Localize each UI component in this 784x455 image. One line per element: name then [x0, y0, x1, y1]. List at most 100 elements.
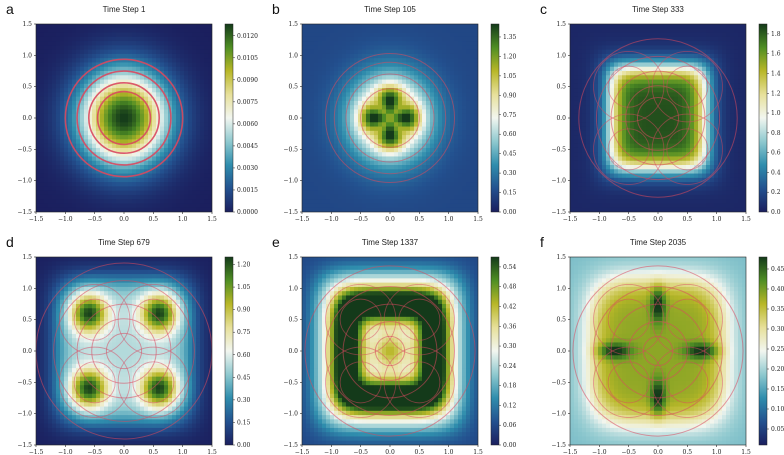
heatmap-cell: [394, 83, 399, 89]
heatmap-cell: [116, 165, 121, 170]
heatmap-cell: [346, 207, 351, 212]
heatmap-cell: [314, 75, 319, 81]
heatmap-cell: [394, 113, 399, 119]
heatmap-cell: [354, 139, 359, 145]
heatmap-cell: [614, 92, 619, 98]
y-tick-label: −1.0: [17, 178, 32, 185]
heatmap-cell: [406, 203, 411, 209]
heatmap-cell: [302, 165, 307, 170]
heatmap-cell: [192, 207, 197, 212]
heatmap-cell: [302, 88, 307, 93]
heatmap-cell: [374, 75, 379, 81]
heatmap-cell: [188, 130, 193, 136]
heatmap-cell: [582, 49, 587, 55]
heatmap-cell: [462, 92, 467, 98]
heatmap-cell: [192, 203, 197, 209]
heatmap-cell: [626, 135, 631, 140]
heatmap-cell: [406, 139, 411, 145]
heatmap-cell: [446, 173, 451, 179]
heatmap-cell: [438, 79, 443, 85]
heatmap-cell: [36, 24, 41, 29]
heatmap-cell: [334, 24, 339, 29]
heatmap-cell: [434, 173, 439, 179]
heatmap-cell: [108, 32, 113, 38]
heatmap-cell: [108, 194, 113, 200]
heatmap-cell: [334, 194, 339, 200]
heatmap-cell: [434, 49, 439, 55]
heatmap-cell: [40, 105, 45, 111]
heatmap-cell: [654, 143, 659, 149]
heatmap-cell: [354, 83, 359, 89]
heatmap-cell: [188, 203, 193, 209]
heatmap-cell: [394, 100, 399, 106]
heatmap-cell: [638, 199, 643, 205]
heatmap-cell: [470, 177, 475, 183]
heatmap-cell: [68, 143, 73, 149]
heatmap-cell: [634, 186, 639, 192]
heatmap-cell: [418, 105, 423, 111]
heatmap-cell: [374, 28, 379, 34]
heatmap-cell: [574, 147, 579, 153]
heatmap-cell: [398, 190, 403, 196]
heatmap-cell: [176, 160, 181, 166]
heatmap-cell: [196, 186, 201, 192]
heatmap-cell: [414, 41, 419, 46]
heatmap-cell: [64, 207, 69, 212]
heatmap-cell: [76, 96, 81, 102]
heatmap-cell: [594, 83, 599, 89]
heatmap-cell: [594, 100, 599, 106]
heatmap-cell: [382, 79, 387, 85]
colorbar-tick-label: 0.60: [503, 131, 517, 138]
heatmap-cell: [606, 36, 611, 42]
heatmap-cell: [570, 203, 575, 209]
heatmap-cell: [140, 130, 145, 136]
heatmap-cell: [200, 186, 205, 192]
heatmap-cell: [418, 62, 423, 68]
heatmap-cell: [434, 156, 439, 162]
heatmap-cell: [156, 49, 161, 55]
heatmap-cell: [610, 62, 615, 68]
heatmap-cell: [346, 186, 351, 192]
heatmap-cell: [418, 130, 423, 136]
heatmap-cell: [128, 58, 133, 64]
heatmap-cell: [462, 24, 467, 29]
heatmap-cell: [394, 203, 399, 209]
heatmap-cell: [200, 113, 205, 119]
heatmap-cell: [100, 96, 105, 102]
heatmap-cell: [132, 194, 137, 200]
heatmap-cell: [602, 88, 607, 93]
heatmap-cell: [450, 190, 455, 196]
heatmap-cell: [100, 41, 105, 46]
heatmap-cell: [642, 88, 647, 93]
heatmap-cell: [302, 152, 307, 158]
heatmap-cell: [382, 152, 387, 158]
heatmap-cell: [458, 126, 463, 132]
heatmap-cell: [322, 45, 327, 51]
heatmap-cell: [192, 135, 197, 140]
heatmap-cell: [618, 147, 623, 153]
heatmap-cell: [598, 177, 603, 183]
heatmap-cell: [362, 118, 367, 123]
heatmap-cell: [36, 182, 41, 187]
heatmap-cell: [128, 190, 133, 196]
heatmap-cell: [200, 118, 205, 123]
heatmap-cell: [52, 118, 57, 123]
heatmap-cell: [108, 126, 113, 132]
heatmap-cell: [136, 45, 141, 51]
heatmap-cell: [414, 100, 419, 106]
heatmap-cell: [594, 105, 599, 111]
heatmap-cell: [590, 109, 595, 115]
heatmap-cell: [318, 130, 323, 136]
heatmap-cell: [362, 75, 367, 81]
heatmap-cell: [56, 207, 61, 212]
heatmap-cell: [148, 130, 153, 136]
heatmap-cell: [346, 96, 351, 102]
heatmap-cell: [654, 126, 659, 132]
heatmap-cell: [52, 75, 57, 81]
heatmap-cell: [366, 165, 371, 170]
heatmap-cell: [410, 75, 415, 81]
y-tick-label: 0.0: [22, 115, 32, 122]
heatmap-cell: [446, 79, 451, 85]
heatmap-cell: [56, 71, 61, 76]
heatmap-cell: [144, 118, 149, 123]
